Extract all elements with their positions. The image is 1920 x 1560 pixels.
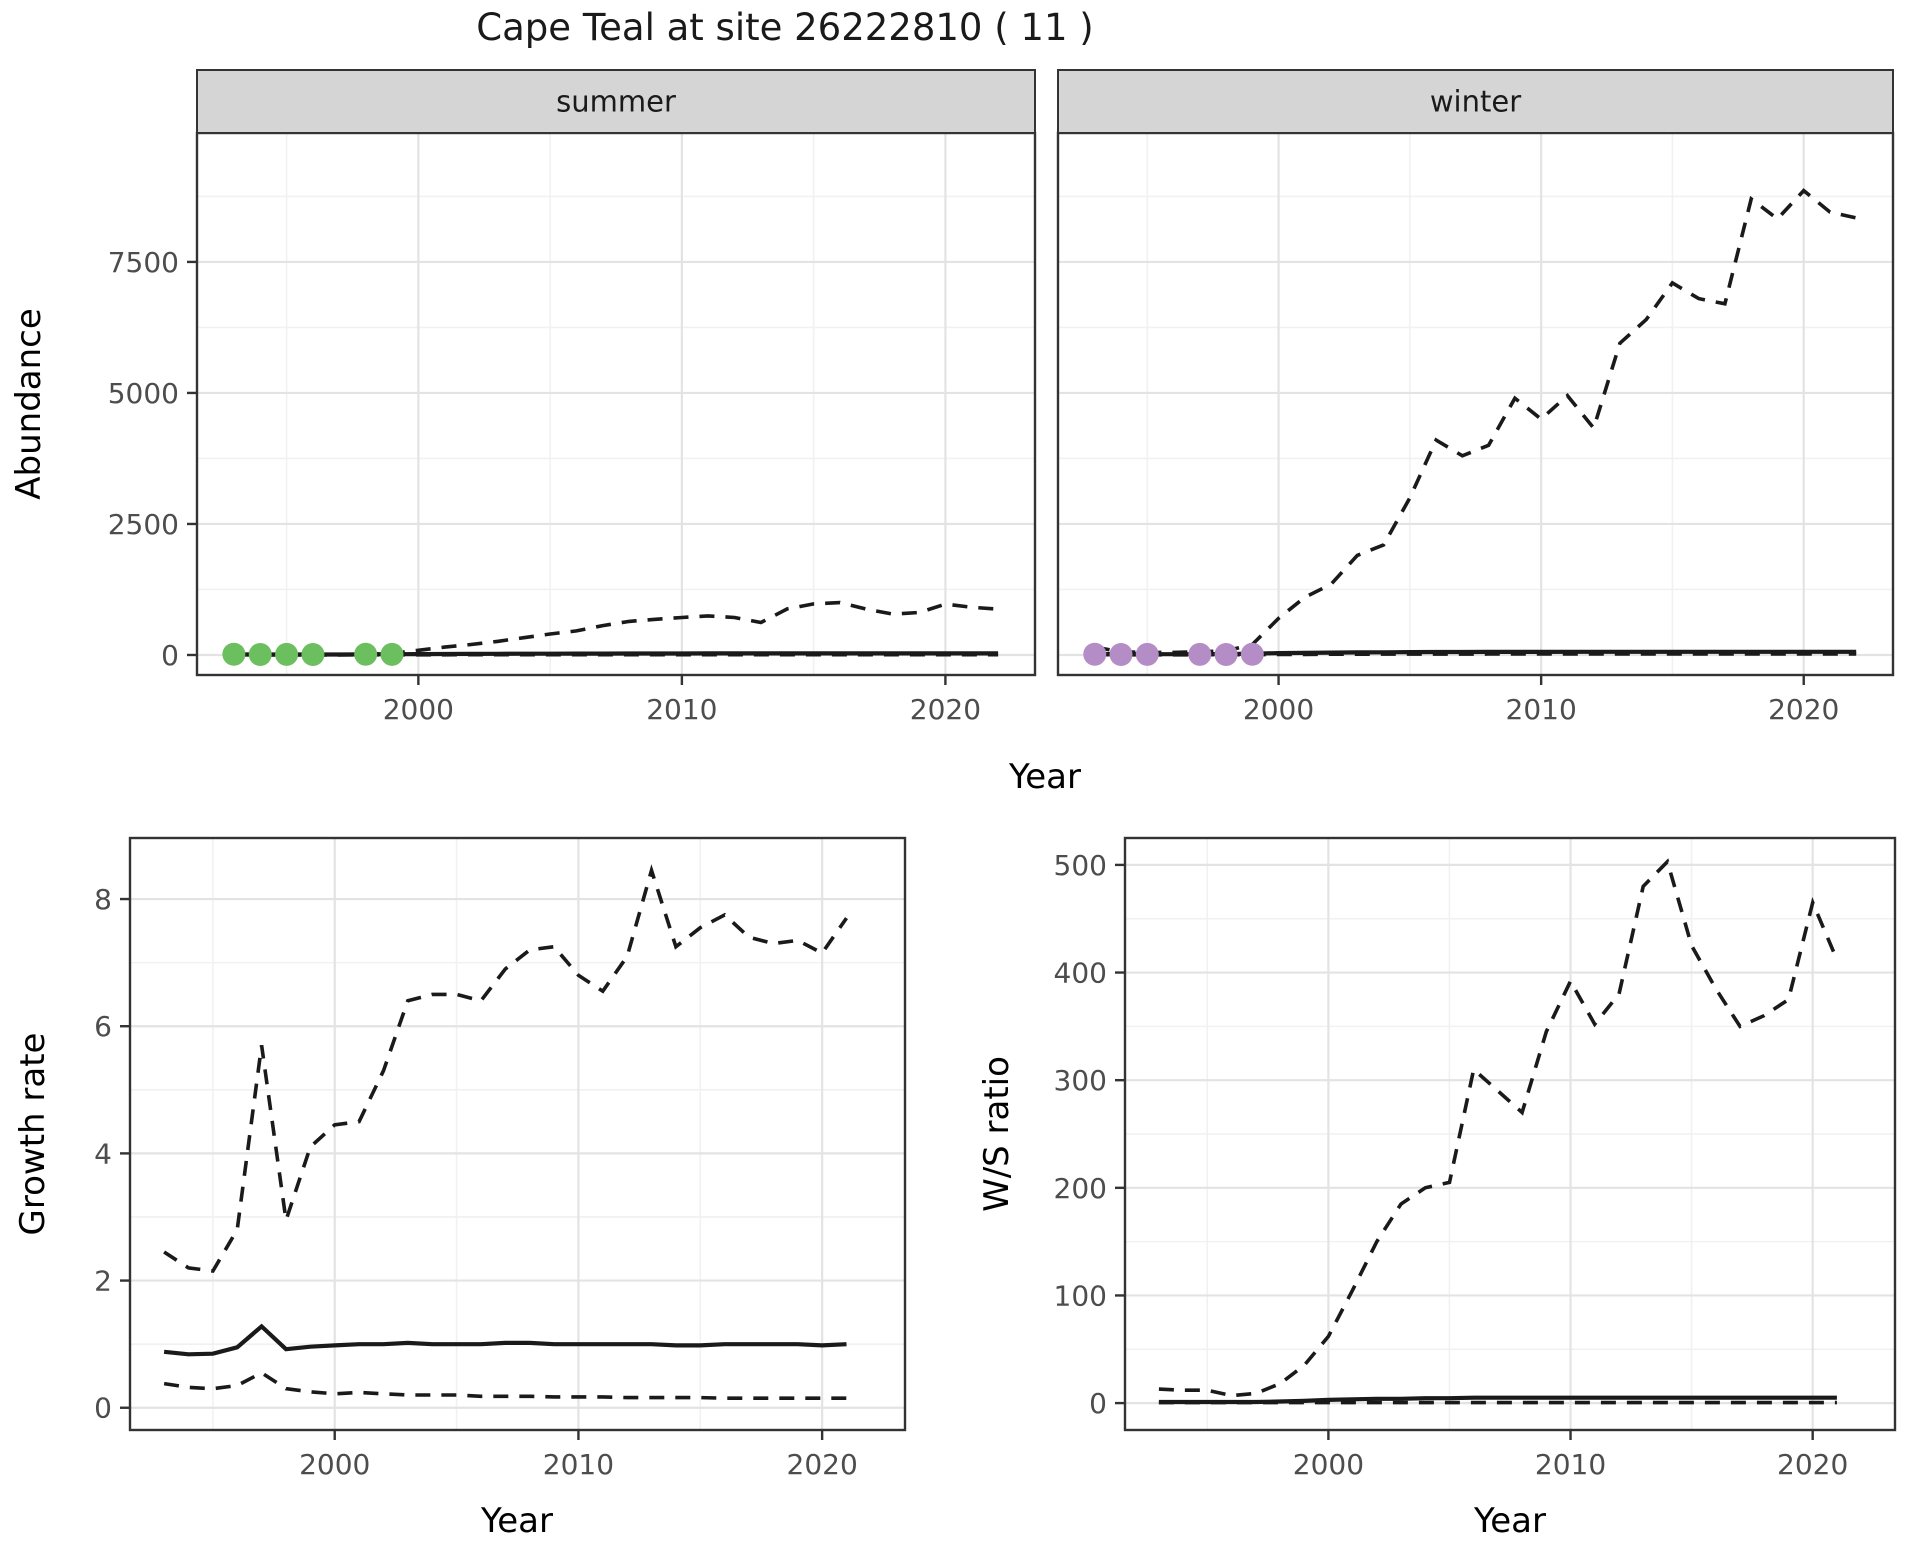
panel-abundance-winter: winter 2000 2010 2020	[1056, 69, 1895, 726]
x-tick-label: 2010	[543, 1448, 614, 1481]
y-tick-label: 5000	[108, 377, 179, 410]
x-tick-label: 2010	[1506, 693, 1577, 726]
x-tick-label: 2000	[383, 693, 454, 726]
series-line-modelled_upper_ci	[1094, 188, 1857, 655]
x-tick-label: 2020	[1768, 693, 1839, 726]
series-line-upper_ci	[163, 864, 848, 1273]
y-tick-label: 0	[1089, 1387, 1107, 1420]
y-tick-label: 400	[1054, 957, 1107, 990]
observed-point	[1109, 642, 1133, 666]
y-axis-title-growth-rate: Growth rate	[13, 1033, 53, 1236]
observed-point	[1188, 642, 1212, 666]
series-line-modelled_lower_ci	[1094, 652, 1857, 657]
observed-point	[248, 642, 272, 666]
panel-background	[197, 133, 1035, 675]
y-tick-label: 0	[161, 639, 179, 672]
x-tick-label: 2000	[1293, 1448, 1364, 1481]
y-axis-title-ws-ratio: W/S ratio	[977, 1056, 1017, 1212]
facet-strip-label: summer	[556, 85, 676, 119]
facet-strip	[1057, 69, 1894, 134]
panel-background	[130, 838, 905, 1430]
observed-point	[1135, 642, 1159, 666]
panel-growth-rate: 2000 2010 2020 0 2 4 6 8	[94, 836, 907, 1481]
y-tick-label: 7500	[108, 246, 179, 279]
observed-point	[354, 642, 378, 666]
panel-border	[128, 836, 907, 1432]
panel-background	[1058, 133, 1893, 675]
facet-strip	[196, 69, 1036, 134]
y-tick-label: 100	[1054, 1279, 1107, 1312]
y-tick-label: 0	[94, 1392, 112, 1425]
x-tick-label: 2000	[299, 1448, 370, 1481]
y-tick-label: 200	[1054, 1172, 1107, 1205]
panel-ws-ratio: 2000 2010 2020 0 100 200 300 400 500	[1054, 836, 1897, 1481]
y-tick-label: 300	[1054, 1064, 1107, 1097]
y-axis-title-abundance: Abundance	[9, 308, 49, 500]
x-axis-title-year-top: Year	[1008, 757, 1081, 797]
x-tick-label: 2010	[646, 693, 717, 726]
panel-border	[1123, 836, 1897, 1432]
observed-point	[380, 642, 404, 666]
x-tick-label: 2020	[910, 693, 981, 726]
observed-point	[222, 642, 246, 666]
observed-point	[275, 642, 299, 666]
x-tick-label: 2020	[1777, 1448, 1848, 1481]
series-line-estimate	[163, 1323, 847, 1357]
x-tick-label: 2020	[787, 1448, 858, 1481]
panel-abundance-summer: summer 2000 2010 2020 0 2500 5000 7500	[108, 69, 1037, 726]
observed-point	[1083, 642, 1107, 666]
observed-point	[301, 642, 325, 666]
y-tick-label: 2	[94, 1265, 112, 1298]
series-line-lower_ci	[163, 1370, 847, 1400]
series-line-upper_ci	[1158, 858, 1839, 1398]
y-tick-label: 4	[94, 1137, 112, 1170]
y-tick-label: 2500	[108, 508, 179, 541]
observed-point	[1240, 642, 1264, 666]
y-tick-label: 6	[94, 1010, 112, 1043]
page-title: Cape Teal at site 26222810 ( 11 )	[476, 6, 1094, 49]
x-tick-label: 2000	[1243, 693, 1314, 726]
x-axis-title-year-bottom-right: Year	[1473, 1501, 1546, 1541]
y-tick-label: 8	[94, 883, 112, 916]
x-tick-label: 2010	[1535, 1448, 1606, 1481]
y-tick-label: 500	[1054, 849, 1107, 882]
x-axis-title-year-bottom-left: Year	[480, 1501, 553, 1541]
facet-strip-label: winter	[1430, 85, 1521, 119]
observed-point	[1214, 642, 1238, 666]
